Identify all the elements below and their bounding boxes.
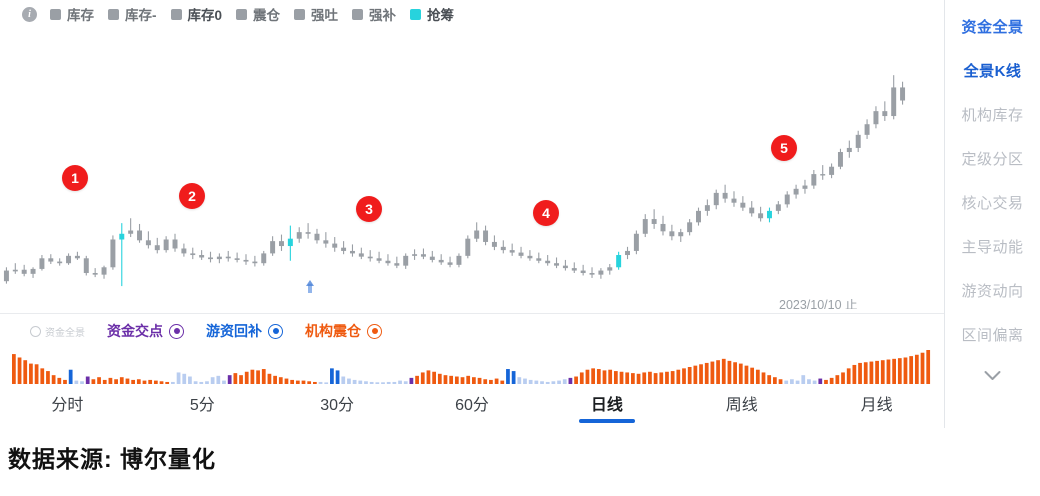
tab-label: 月线 [860,397,893,414]
panel-divider [0,313,944,314]
tab-label: 分时 [51,397,84,414]
footer-divider [0,428,1040,429]
legend-item-5[interactable]: 强补 [352,4,396,24]
legend-label: 抢筹 [427,8,455,23]
legend-item-1[interactable]: 库存- [108,4,157,24]
tab-2[interactable]: 30分 [270,388,405,415]
sidebar-item-1[interactable]: 全景K线 [963,63,1022,80]
legend-label: 库存0 [187,8,223,23]
chevron-down-icon[interactable] [945,358,1040,392]
sidebar-item-3[interactable]: 定级分区 [961,151,1024,168]
legend-swatch-icon [50,8,61,20]
legend-label: 库存 [67,8,94,23]
sidebar-item-2[interactable]: 机构库存 [961,107,1024,124]
signal-badge-5[interactable]: 5 [771,135,797,161]
sub-panel-label: 资金全景 [45,327,85,339]
top-legend-bar: i 库存 库存- 库存0 震仓 强吐 强补 抢筹 [0,0,944,28]
data-source-caption: 数据来源: 博尔量化 [8,446,217,472]
sub-legend-label: 游资回补 [206,323,262,339]
legend-swatch-icon [108,8,119,20]
tab-5[interactable]: 周线 [674,388,809,415]
sidebar-item-6[interactable]: 游资动向 [961,283,1024,300]
tab-label: 30分 [320,397,355,414]
legend-label: 库存- [125,8,157,23]
signal-badge-1[interactable]: 1 [62,165,88,191]
candlestick-chart[interactable] [0,28,944,313]
tab-4[interactable]: 日线 [539,388,674,423]
signal-badge-3[interactable]: 3 [356,196,382,222]
sidebar-item-4[interactable]: 核心交易 [961,195,1024,212]
signal-badge-4[interactable]: 4 [533,200,559,226]
capital-flow-svg [12,350,931,384]
legend-swatch-icon [170,8,182,20]
info-icon[interactable]: i [22,6,37,22]
legend-item-4[interactable]: 强吐 [294,4,338,24]
sub-legend-item-0[interactable]: 资金交点 [107,321,184,341]
legend-item-0[interactable]: 库存 [50,4,94,24]
legend-label: 震仓 [253,8,281,23]
tab-label: 日线 [590,397,623,414]
sub-legend-item-1[interactable]: 游资回补 [206,321,283,341]
tab-0[interactable]: 分时 [0,388,135,415]
gear-icon [30,325,41,337]
tab-label: 60分 [455,397,489,414]
tab-6[interactable]: 月线 [809,388,944,415]
legend-item-3[interactable]: 震仓 [236,4,280,24]
right-sidebar: 资金全景全景K线机构库存定级分区核心交易主导动能游资动向区间偏离 [944,0,1040,428]
tab-label: 周线 [725,397,758,414]
tab-3[interactable]: 60分 [405,388,540,415]
sub-legend-label: 资金交点 [107,323,163,339]
sub-legend-label: 机构震仓 [305,323,361,339]
tab-label: 5分 [189,397,215,414]
signal-badge-2[interactable]: 2 [179,183,205,209]
sidebar-item-0[interactable]: 资金全景 [961,19,1024,36]
radio-icon [268,323,283,339]
legend-label: 强吐 [311,8,339,23]
legend-swatch-icon [352,8,364,20]
legend-item-2[interactable]: 库存0 [170,4,223,24]
tab-1[interactable]: 5分 [135,388,270,415]
period-tab-bar: 分时 5分 30分 60分 日线 周线 月线 [0,388,944,428]
capital-flow-histogram[interactable] [0,346,944,388]
sub-legend-bar: 资金全景 资金交点 游资回补 机构震仓 [0,318,944,344]
sidebar-item-list: 资金全景全景K线机构库存定级分区核心交易主导动能游资动向区间偏离 [945,6,1040,358]
legend-label: 强补 [369,8,397,23]
radio-icon [169,323,184,339]
legend-swatch-icon [294,8,306,20]
date-range-label: 2023/10/10 止 [779,299,858,309]
sub-legend-item-2[interactable]: 机构震仓 [305,321,382,341]
sub-panel-name[interactable]: 资金全景 [30,324,85,339]
candlestick-svg [3,75,906,293]
top-legend-items: 库存 库存- 库存0 震仓 强吐 强补 抢筹 [50,4,468,24]
sidebar-item-7[interactable]: 区间偏离 [961,327,1024,344]
sidebar-item-5[interactable]: 主导动能 [961,239,1024,256]
legend-item-6[interactable]: 抢筹 [410,4,454,24]
legend-swatch-icon [236,8,248,20]
tab-underline [578,419,635,423]
sub-legend-items: 资金交点 游资回补 机构震仓 [107,321,404,341]
legend-swatch-icon [410,8,422,20]
radio-icon [367,323,382,339]
